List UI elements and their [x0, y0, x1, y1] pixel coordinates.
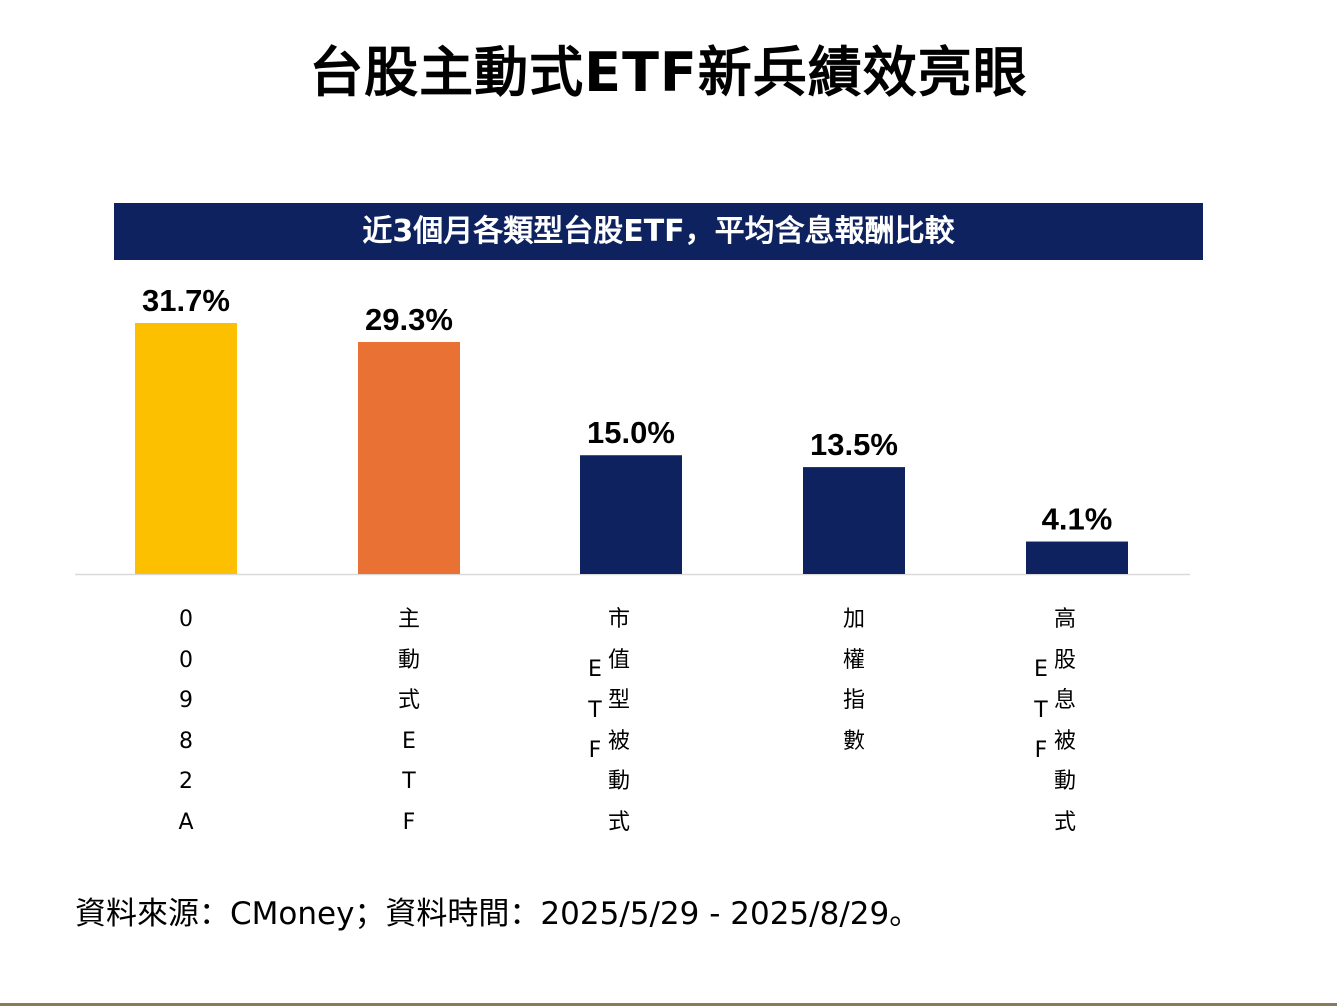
- category-label-char: T: [588, 697, 602, 723]
- category-label-char: 動: [1053, 769, 1076, 794]
- category-label-char: 9: [179, 688, 193, 713]
- category-label-column: 0 0 9 8 2 A: [178, 600, 193, 843]
- category-label-column: 高股息被動式: [1054, 600, 1076, 843]
- category-label-char: 動: [607, 769, 630, 794]
- category-label-char: 市: [607, 607, 630, 632]
- category-label-char: 型: [607, 688, 630, 713]
- category-label-char: T: [402, 769, 416, 794]
- category-label-char: A: [178, 809, 194, 835]
- category-label-char: 被: [1053, 728, 1076, 754]
- category-label-char: 高: [1053, 607, 1076, 632]
- category-label-char: E: [402, 728, 416, 754]
- category-label-4: 加權指數: [824, 600, 884, 762]
- category-label-char: 2: [179, 769, 193, 794]
- category-label-char: 動: [397, 647, 420, 673]
- category-label-char: 值: [607, 647, 630, 673]
- bar-3: [580, 455, 682, 574]
- bottom-rule: [0, 1003, 1337, 1006]
- category-label-char: E: [588, 657, 602, 682]
- bar-4: [803, 467, 905, 574]
- category-label-char: E: [1034, 657, 1048, 682]
- category-label-char: 被: [607, 728, 630, 754]
- category-label-char: 權: [842, 647, 865, 673]
- category-label-column: 市值型被動式: [608, 600, 630, 843]
- bar-value-label-2: 29.3%: [365, 302, 453, 337]
- bar-value-label-4: 13.5%: [810, 427, 898, 462]
- category-label-char: 式: [607, 809, 630, 835]
- chart-title-banner: 近3個月各類型台股ETF，平均含息報酬比較: [114, 203, 1203, 260]
- bar-value-label-5: 4.1%: [1042, 502, 1113, 537]
- category-label-char: 0: [179, 647, 193, 673]
- page-title: 台股主動式ETF新兵績效亮眼: [309, 41, 1028, 104]
- category-label-column: 加權指數: [843, 600, 865, 762]
- bar-2: [358, 342, 460, 574]
- category-label-char: 息: [1053, 688, 1076, 713]
- category-label-char: 股: [1053, 647, 1076, 673]
- bar-value-label-1: 31.7%: [142, 283, 230, 318]
- category-label-char: 主: [397, 607, 420, 632]
- category-label-char: 0: [179, 607, 193, 632]
- category-label-char: T: [1034, 697, 1048, 723]
- category-label-char: 指: [842, 688, 865, 713]
- category-label-char: 加: [842, 607, 865, 632]
- bar-5: [1026, 541, 1128, 574]
- category-label-1: 0 0 9 8 2 A: [156, 600, 216, 843]
- category-label-char: F: [402, 809, 416, 835]
- category-label-char: 式: [1053, 809, 1076, 835]
- category-label-char: 8: [179, 728, 193, 754]
- category-label-char: 式: [397, 688, 420, 713]
- bar-value-label-3: 15.0%: [587, 415, 675, 450]
- bar-1: [135, 323, 237, 574]
- category-label-char: F: [1034, 738, 1048, 763]
- category-label-char: 數: [842, 728, 865, 754]
- category-label-char: F: [588, 738, 602, 763]
- source-note: 資料來源：CMoney；資料時間：2025/5/29 - 2025/8/29。: [75, 896, 921, 932]
